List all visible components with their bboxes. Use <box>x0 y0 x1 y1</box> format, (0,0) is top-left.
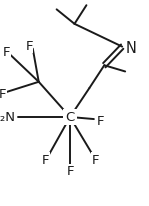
Text: N: N <box>126 41 137 56</box>
Text: F: F <box>42 153 49 166</box>
Text: F: F <box>0 87 6 100</box>
Text: C: C <box>65 111 75 124</box>
Text: F: F <box>92 153 99 166</box>
Text: F: F <box>25 40 33 53</box>
Text: H₂N: H₂N <box>0 111 16 124</box>
Text: F: F <box>97 114 104 127</box>
Text: F: F <box>3 46 10 59</box>
Text: F: F <box>66 165 74 177</box>
